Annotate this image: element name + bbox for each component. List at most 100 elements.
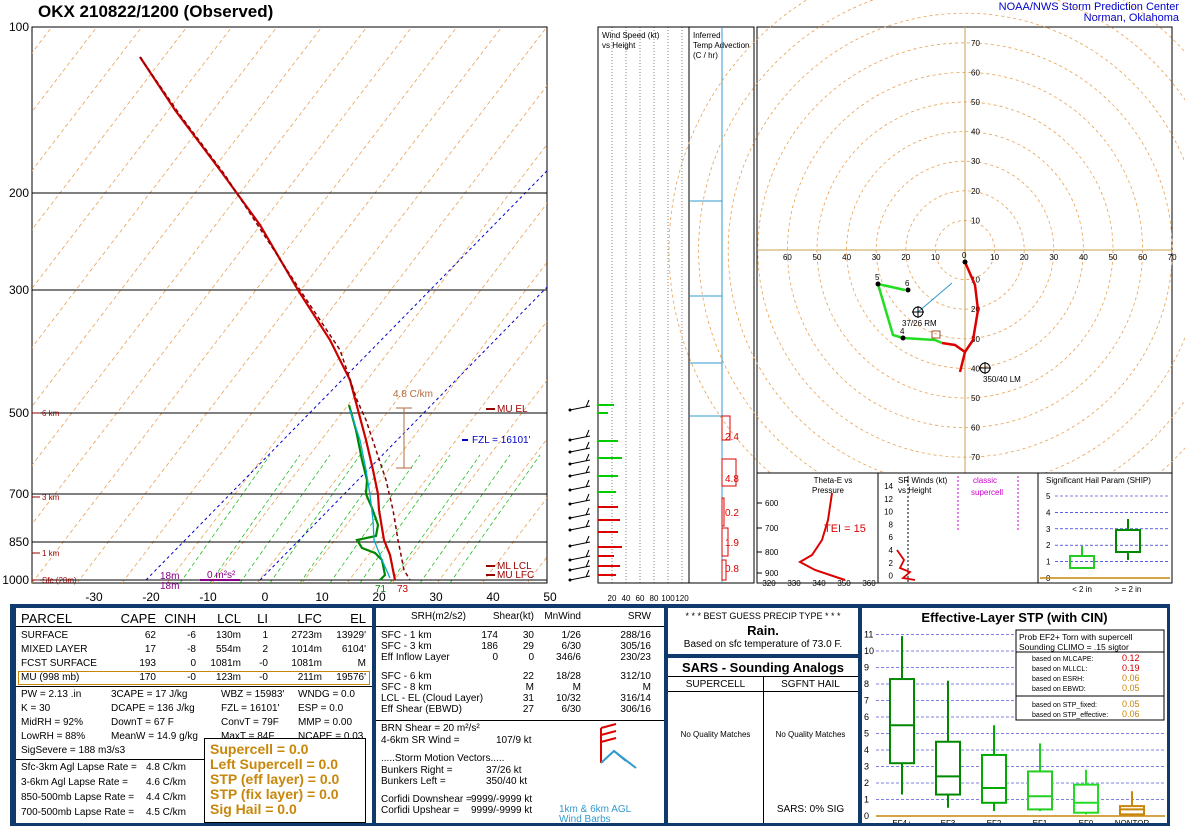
ship-x-label: < 2 in bbox=[1072, 585, 1092, 594]
lapse-rate-label: 700-500mb Lapse Rate = bbox=[21, 807, 135, 818]
parcel-misc: MidRH = 92% bbox=[21, 717, 83, 728]
lapse-rate-value: 4.6 C/km bbox=[146, 777, 187, 788]
pressure-label: 850 bbox=[9, 535, 29, 549]
sars-supercell-result: No Quality Matches bbox=[680, 730, 751, 739]
stp-y-label: 6 bbox=[864, 712, 869, 722]
stp-x-label: EF0 bbox=[1079, 819, 1094, 823]
eff-srh-label: 0 m²s² bbox=[207, 570, 236, 581]
stp-based-value: 0.19 bbox=[1122, 663, 1140, 673]
kin-cell: M bbox=[642, 682, 651, 693]
stp-based-label: based on MLLCL: bbox=[1032, 666, 1087, 673]
parcel-misc: 3CAPE = 17 J/kg bbox=[111, 689, 188, 700]
sr-trace bbox=[896, 549, 916, 581]
sr-y-label: 6 bbox=[889, 533, 894, 542]
wind-barb bbox=[569, 499, 591, 505]
parcel-cell: 170 bbox=[139, 672, 156, 683]
theta-title-1: Theta-E vs bbox=[814, 476, 853, 485]
bunkers-right-label: Bunkers Right = bbox=[381, 765, 453, 776]
hodo-y-label: 40 bbox=[971, 364, 980, 373]
sr-y-label: 0 bbox=[889, 572, 894, 581]
kin-cell: 306/16 bbox=[620, 704, 651, 715]
hodo-x-label: 20 bbox=[1020, 253, 1029, 262]
stp-x-label: EF1 bbox=[1033, 819, 1048, 823]
stp-based-value: 0.05 bbox=[1122, 683, 1140, 693]
kin-cell: 10/32 bbox=[555, 693, 581, 704]
precip-note: Based on sfc temperature of 73.0 F. bbox=[683, 639, 843, 650]
sr-wind-label: 4-6km SR Wind = bbox=[381, 735, 460, 746]
kin-cell: 18/28 bbox=[555, 671, 581, 682]
parcel-cell: 0 bbox=[190, 658, 196, 669]
sars-panel: SARS - Sounding Analogs SUPERCELL SGFNT … bbox=[668, 658, 858, 823]
lapse-rate-value: 4.8 C/km bbox=[146, 762, 187, 773]
kin-header: SRW bbox=[627, 611, 651, 622]
ship-y-label: 5 bbox=[1046, 492, 1051, 501]
ta-bar bbox=[721, 458, 737, 487]
fzl-label: FZL = 16101' bbox=[472, 435, 531, 446]
wind-speed-bars bbox=[598, 404, 622, 576]
moist-line bbox=[359, 454, 451, 583]
ta-bar bbox=[721, 527, 729, 557]
parcel-misc: K = 30 bbox=[21, 703, 51, 714]
wind-barb bbox=[569, 459, 591, 465]
ws-axis-label: 40 bbox=[622, 594, 631, 603]
stp-based-label: based on MLCAPE: bbox=[1032, 656, 1094, 663]
hodo-y-label: 10 bbox=[971, 276, 980, 285]
wind-barb bbox=[569, 525, 591, 531]
agency-line-2: Norman, Oklahoma bbox=[1083, 12, 1179, 24]
moist-line bbox=[389, 454, 481, 583]
theta-trace bbox=[797, 492, 846, 581]
ta-bar bbox=[721, 559, 727, 581]
mu-highlight bbox=[18, 671, 370, 685]
parcel-cell: 6104' bbox=[341, 644, 366, 655]
parcel-header: EL bbox=[350, 611, 366, 626]
page-title: OKX 210822/1200 (Observed) bbox=[38, 2, 274, 21]
theta-x-label: 350 bbox=[837, 579, 851, 588]
height-label: Sfc (20m) bbox=[42, 576, 77, 585]
parcel-cell: 211m bbox=[297, 672, 322, 683]
kin-header: Shear(kt) bbox=[492, 611, 534, 622]
sfc-dew-label: 71 bbox=[375, 584, 387, 595]
theta-y-label: 900 bbox=[765, 569, 779, 578]
corfidi-up-label: Corfidi Upshear = bbox=[381, 805, 460, 816]
hodo-trace-low bbox=[941, 261, 980, 354]
kin-cell: 29 bbox=[522, 641, 534, 652]
parcel-header: LFC bbox=[297, 611, 322, 626]
ml-lcl-label: ML LCL bbox=[497, 561, 532, 572]
eff-inflow-marker bbox=[931, 330, 941, 339]
ta-title-3: (C / hr) bbox=[693, 51, 718, 60]
temp-tick-label: 50 bbox=[543, 590, 557, 604]
temp-tick-label: 20 bbox=[372, 590, 386, 604]
parcel-misc: PW = 2.13 .in bbox=[21, 689, 82, 700]
temperature-trace bbox=[139, 56, 397, 581]
stp-y-label: 0 bbox=[864, 811, 869, 821]
kin-rule bbox=[376, 626, 664, 627]
parcel-misc: WBZ = 15983' bbox=[221, 689, 285, 700]
stp-y-label: 3 bbox=[864, 762, 869, 772]
kin-cell: 0 bbox=[492, 652, 498, 663]
kin-cell: 0 bbox=[528, 652, 534, 663]
bottom-panels: PARCEL CAPE CINH LCL LI LFC EL SURFACE 62 -6 130m 1… bbox=[10, 604, 1170, 826]
stp-based-label: based on STP_effective: bbox=[1032, 712, 1108, 719]
stp-based-value: 0.12 bbox=[1122, 653, 1140, 663]
ws-axis-label: 60 bbox=[636, 594, 645, 603]
ta-bar bbox=[721, 415, 731, 441]
hodo-y-label: 60 bbox=[971, 424, 980, 433]
parcel-header: PARCEL bbox=[21, 611, 73, 626]
bunkers-left-label: Bunkers Left = bbox=[381, 776, 446, 787]
eff-top-label: 18m bbox=[160, 571, 179, 582]
stp-box bbox=[981, 753, 1007, 804]
parcel-rule bbox=[16, 759, 204, 760]
parcel-cell: 17 bbox=[144, 644, 156, 655]
stp-y-label: 8 bbox=[864, 679, 869, 689]
barbs-caption-1: 1km & 6km AGL bbox=[559, 804, 632, 815]
parcel-row-label: MIXED LAYER bbox=[21, 644, 88, 655]
kin-row-label: Eff Shear (EBWD) bbox=[381, 704, 462, 715]
sr-y-label: 10 bbox=[884, 508, 893, 517]
hodo-point bbox=[875, 281, 881, 287]
stp-x-label: NONTOR bbox=[1115, 819, 1150, 823]
hodo-point-label: 6 bbox=[905, 279, 910, 288]
theta-x-label: 360 bbox=[862, 579, 876, 588]
hodo-x-label: 50 bbox=[813, 253, 822, 262]
moist-line bbox=[269, 454, 361, 583]
kin-cell: 186 bbox=[481, 641, 498, 652]
